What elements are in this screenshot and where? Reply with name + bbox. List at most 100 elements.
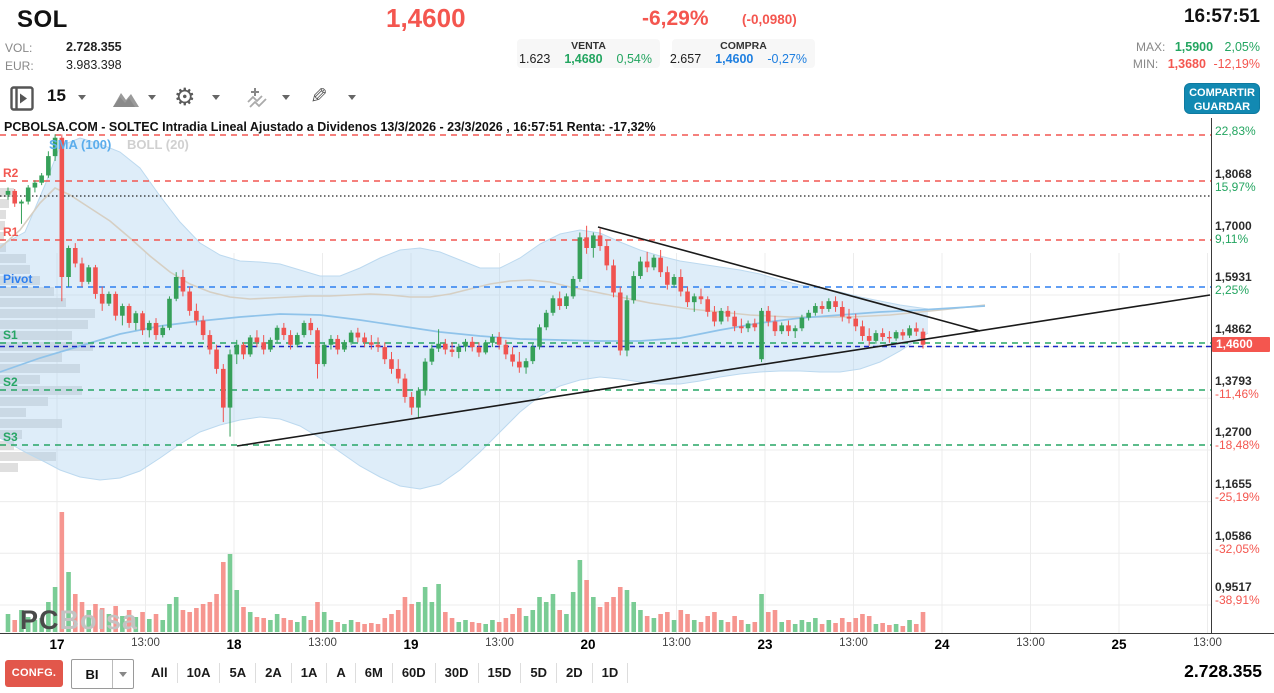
chevron-down-icon[interactable] <box>212 95 220 100</box>
share-save-button[interactable]: COMPARTIR GUARDAR <box>1184 83 1260 114</box>
bid-pct: 0,54% <box>616 52 652 66</box>
range-button-a[interactable]: A <box>327 663 356 683</box>
volume-bar <box>510 614 515 632</box>
range-button-5d[interactable]: 5D <box>521 663 558 683</box>
volume-bar <box>409 604 414 632</box>
chevron-down-icon[interactable] <box>282 95 290 100</box>
range-button-1d[interactable]: 1D <box>593 663 629 683</box>
candle-body <box>389 359 394 369</box>
y-axis-percent: -32,05% <box>1215 541 1260 556</box>
x-axis-tick: 25 <box>1111 637 1127 652</box>
draw-pencil-icon[interactable]: ✎ <box>310 84 328 108</box>
volume-profile-bar <box>0 364 80 373</box>
price-chart-canvas[interactable] <box>0 118 1211 633</box>
candle-body <box>577 237 583 279</box>
y-axis-price: 1,3793 <box>1215 373 1252 388</box>
volume-bar <box>39 618 44 632</box>
candle-body <box>375 344 381 348</box>
volume-bar <box>187 612 192 632</box>
volume-bar <box>72 594 78 632</box>
panel-toggle-icon[interactable] <box>10 86 34 111</box>
x-axis-tick: 13:00 <box>1193 637 1222 649</box>
price-axis[interactable]: 22,83% 1,8068 15,97% 1,7000 9,11% 1,5931 2,25%… <box>1211 118 1274 633</box>
time-axis[interactable]: 17 13:00 18 13:00 19 13:00 20 13:00 23 13:00 24 13:… <box>0 633 1274 657</box>
volume-bar <box>893 624 899 632</box>
volume-bar <box>214 594 219 632</box>
y-axis-percent: -38,91% <box>1215 593 1260 608</box>
volume-bar <box>375 624 381 632</box>
volume-profile-bar <box>0 353 62 362</box>
legend-sma[interactable]: SMA (100) <box>49 137 112 152</box>
trendline <box>236 294 1211 447</box>
range-button-5a[interactable]: 5A <box>220 663 257 683</box>
pivot-label-s1: S1 <box>3 328 18 342</box>
volume-bar <box>691 620 697 632</box>
range-button-15d[interactable]: 15D <box>479 663 522 683</box>
candle-body <box>99 293 105 304</box>
volume-bar <box>860 614 865 632</box>
candle-body <box>887 336 892 339</box>
current-price-tag: 1,4600 <box>1212 337 1270 352</box>
volume-bar <box>220 562 226 632</box>
candle-body <box>678 277 684 292</box>
range-button-2a[interactable]: 2A <box>256 663 292 683</box>
settings-gear-icon[interactable]: ⚙ <box>174 83 196 111</box>
volume-profile-bar <box>0 386 82 395</box>
range-button-60d[interactable]: 60D <box>393 663 436 683</box>
volume-bar <box>443 612 448 632</box>
candle-body <box>907 328 912 336</box>
candle-body <box>328 338 334 345</box>
share-label: COMPARTIR <box>1189 87 1255 99</box>
config-button[interactable]: CONFG. <box>5 660 63 687</box>
volume-bar <box>126 610 132 632</box>
range-button-2d[interactable]: 2D <box>557 663 593 683</box>
volume-bar <box>5 614 11 632</box>
volume-bar <box>490 620 495 632</box>
candle-body <box>369 342 374 345</box>
y-axis-price: 1,1655 <box>1215 477 1252 491</box>
candle-body <box>752 323 758 328</box>
candle-body <box>564 296 569 307</box>
candle-body <box>624 300 630 351</box>
volume-bar <box>799 620 805 632</box>
volume-bar <box>315 602 320 632</box>
candle-body <box>443 343 448 350</box>
candle-body <box>900 332 906 336</box>
volume-bar <box>247 612 253 632</box>
range-button-10a[interactable]: 10A <box>178 663 221 683</box>
chart-title: PCBOLSA.COM - SOLTEC Intradia Lineal Aju… <box>4 120 656 134</box>
candle-body <box>813 306 818 313</box>
y-axis-price: 1,4862 <box>1215 322 1252 336</box>
volume-profile-bar <box>0 199 9 208</box>
volume-bar <box>833 623 838 632</box>
candle-body <box>113 293 118 316</box>
chart-type-icon[interactable] <box>112 88 140 108</box>
footer-toolbar: CONFG. BI All 10A 5A 2A 1A A 6M 60D 30D 15D 5D 2D 1D… <box>0 656 1274 693</box>
chevron-down-icon[interactable] <box>348 95 356 100</box>
volume-bar <box>671 620 677 632</box>
volume-bar <box>839 618 845 632</box>
exchange-selector[interactable]: BI <box>71 659 134 689</box>
chevron-down-icon[interactable] <box>148 95 156 100</box>
vol-label: VOL: <box>5 41 33 55</box>
volume-bar <box>46 602 51 632</box>
add-indicator-icon[interactable] <box>246 86 272 110</box>
range-button-30d[interactable]: 30D <box>436 663 479 683</box>
volume-bar <box>133 617 139 632</box>
candle-body <box>382 347 388 360</box>
range-button-1a[interactable]: 1A <box>292 663 328 683</box>
volume-profile-bar <box>0 463 18 472</box>
legend-boll[interactable]: BOLL (20) <box>127 137 189 152</box>
volume-bar <box>86 610 92 632</box>
chart-area[interactable]: PCBOLSA.COM - SOLTEC Intradia Lineal Aju… <box>0 118 1211 635</box>
chevron-down-icon[interactable] <box>78 95 86 100</box>
volume-bar <box>557 610 562 632</box>
y-axis-price: 1,8068 <box>1215 167 1252 181</box>
candle-body <box>19 201 24 204</box>
range-button-all[interactable]: All <box>142 663 178 683</box>
interval-selector[interactable]: 15 <box>47 86 66 105</box>
range-button-6m[interactable]: 6M <box>356 663 393 683</box>
volume-bar <box>826 620 832 632</box>
volume-bar <box>234 590 240 632</box>
y-axis-percent: 15,97% <box>1215 180 1256 194</box>
